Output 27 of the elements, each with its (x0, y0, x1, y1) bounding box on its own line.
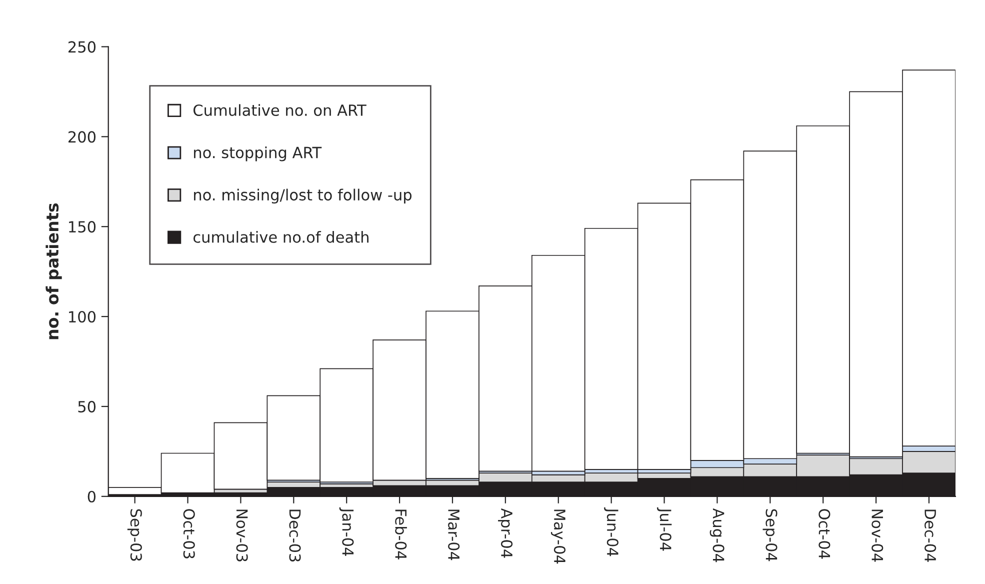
x-tick-label: Apr-04 (498, 508, 513, 558)
x-tick-label: Aug-04 (710, 508, 724, 562)
x-tick-label: Jul-04 (656, 507, 672, 551)
x-tick-label: Sep-03 (127, 509, 142, 561)
legend-label: Cumulative no. on ART (194, 104, 366, 116)
y-tick-label: 50 (78, 400, 96, 412)
x-tick-label: Jan-04 (339, 507, 354, 556)
legend-label: cumulative no.of death (193, 231, 368, 243)
x-tick-label: Dec-03 (289, 510, 301, 562)
x-tick-label: Feb-04 (395, 510, 407, 560)
x-tick-label: Jun-04 (604, 507, 618, 556)
x-tick-label: Mar-04 (448, 510, 460, 560)
y-tick-label: 250 (68, 41, 96, 53)
x-tick-label: Oct-04 (818, 509, 830, 559)
y-axis-title: no. of patients (46, 203, 62, 340)
x-tick-label: May-04 (550, 510, 566, 564)
x-tick-label: Nov-03 (236, 510, 248, 562)
x-tick-label: Sep-04 (762, 509, 778, 562)
legend-label: no. missing/lost to follow -up (194, 188, 412, 204)
y-tick-label: 0 (88, 490, 96, 502)
x-tick-label: Dec-04 (924, 510, 936, 562)
y-tick-label: 200 (68, 131, 96, 143)
x-tick-label: Nov-04 (872, 510, 884, 562)
x-tick-label: Oct-03 (183, 509, 195, 558)
y-tick-label: 150 (69, 221, 96, 233)
legend-label: no. stopping ART (194, 146, 322, 162)
y-tick-label: 100 (69, 310, 96, 323)
